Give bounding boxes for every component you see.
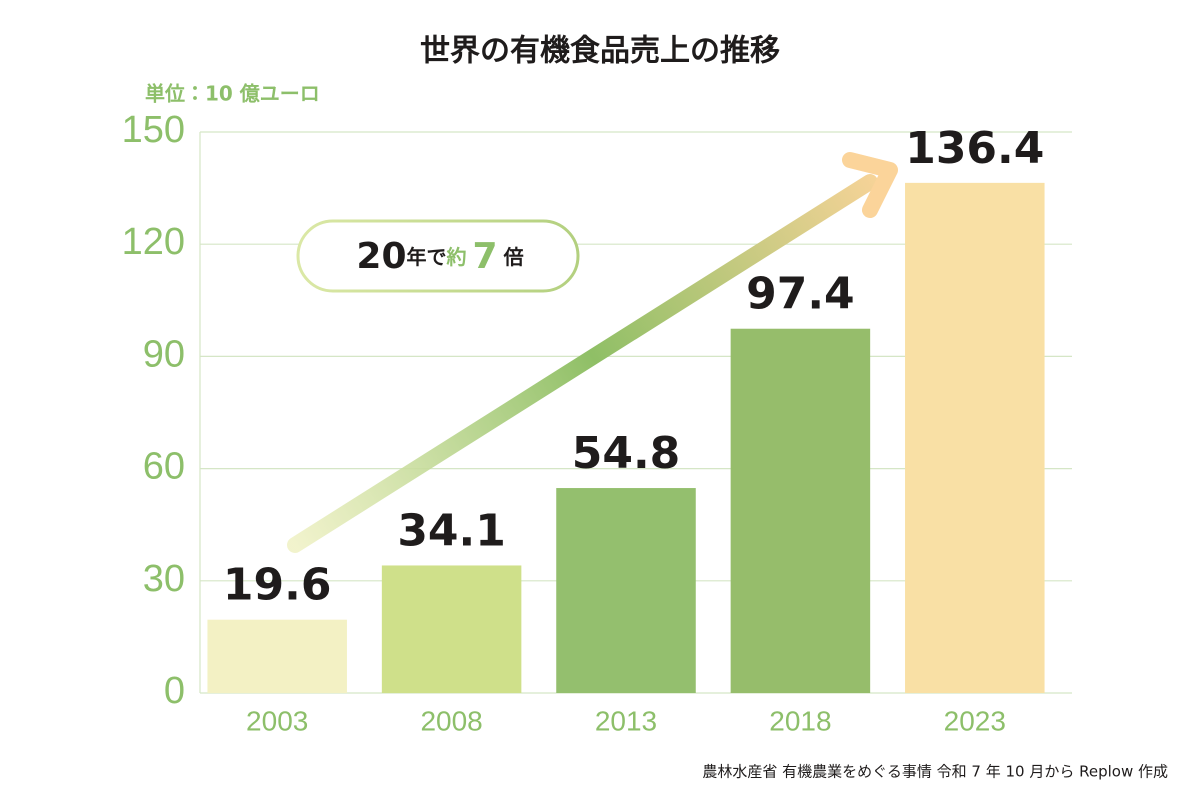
bar <box>905 182 1045 693</box>
bar <box>556 488 696 693</box>
value-label: 97.4 <box>746 269 855 320</box>
x-tick-label: 2023 <box>944 705 1006 736</box>
x-tick-label: 2013 <box>595 705 657 736</box>
annotation-part: 倍 <box>503 245 524 269</box>
trend-arrow <box>287 152 898 553</box>
value-label: 54.8 <box>572 428 681 479</box>
value-label: 34.1 <box>397 505 506 556</box>
y-tick-label: 60 <box>143 446 185 488</box>
annotation: 20年で約 7 倍 <box>356 236 523 277</box>
bar <box>207 619 347 693</box>
annotation-part: 年で <box>407 245 447 269</box>
x-tick-label: 2003 <box>246 705 308 736</box>
y-tick-label: 30 <box>143 558 185 600</box>
source-note: 農林水産省 有機農業をめぐる事情 令和 7 年 10 月から Replow 作成 <box>702 763 1168 781</box>
plot-area: 0306090120150200319.6200834.1201354.8201… <box>122 109 1072 736</box>
annotation-part: 7 <box>473 236 498 277</box>
bar <box>381 565 522 693</box>
value-label: 19.6 <box>223 560 332 611</box>
annotation-part: 約 <box>446 245 467 269</box>
bar <box>730 328 871 693</box>
value-label: 136.4 <box>905 123 1044 174</box>
y-tick-label: 90 <box>143 333 185 375</box>
annotation-box <box>296 219 580 293</box>
y-tick-label: 150 <box>122 109 185 151</box>
annotation-part: 20 <box>356 236 406 277</box>
x-tick-label: 2018 <box>769 705 831 736</box>
y-tick-label: 120 <box>122 221 185 263</box>
chart-title: 世界の有機食品売上の推移 <box>420 34 780 69</box>
x-tick-label: 2008 <box>420 705 482 736</box>
unit-label: 単位：10 億ユーロ <box>145 82 320 106</box>
y-tick-label: 0 <box>164 670 185 712</box>
